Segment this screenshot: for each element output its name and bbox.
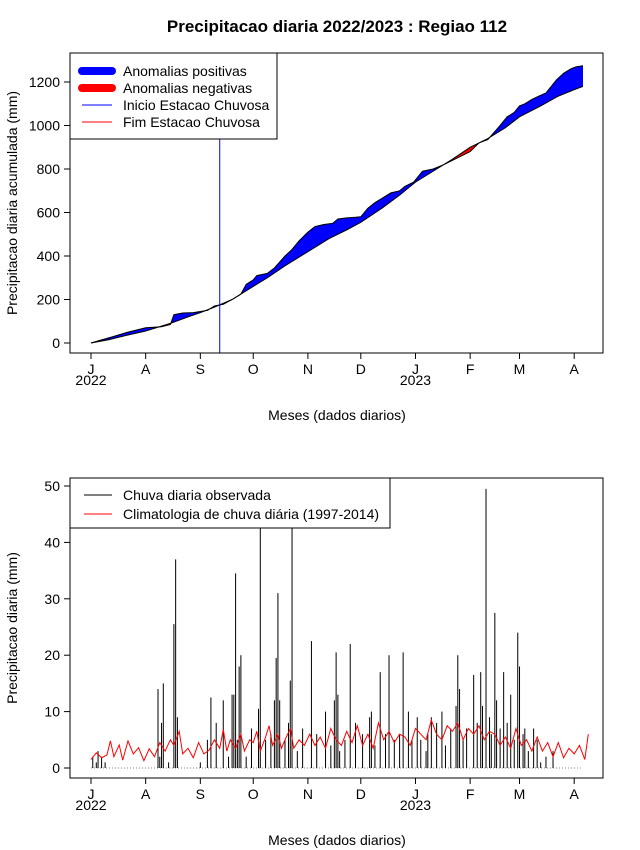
legend-label-season-end: Fim Estacao Chuvosa [123, 114, 260, 130]
top-x-tick-label: O [248, 361, 259, 377]
top-y-tick-label: 600 [37, 205, 61, 221]
top-chart: Precipitacao diaria 2022/2023 : Regiao 1… [4, 17, 604, 423]
climatology-daily-line [90, 718, 589, 762]
top-year-label: 2022 [75, 372, 106, 388]
top-legend: Anomalias positivas Anomalias negativas … [69, 52, 278, 140]
top-y-tick-label: 800 [37, 161, 61, 177]
bottom-legend: Chuva diaria observada Climatologia de c… [69, 477, 391, 529]
top-y-tick-label: 1200 [29, 74, 60, 90]
bottom-y-tick-label: 0 [52, 760, 60, 776]
bottom-x-tick-label: N [303, 786, 313, 802]
bottom-year-label: 2023 [400, 797, 431, 813]
top-plot-frame [69, 52, 604, 354]
top-x-tick-label: M [514, 361, 526, 377]
bottom-y-tick-label: 40 [44, 534, 60, 550]
bottom-axes: 0 10 20 30 40 50 J A S O N D J F M A 2022 2023 [44, 478, 579, 813]
bottom-x-tick-label: J [412, 786, 419, 802]
legend-label-negative: Anomalias negativas [123, 80, 252, 96]
top-x-tick-label: F [466, 361, 475, 377]
bottom-y-tick-label: 30 [44, 591, 60, 607]
bottom-year-label: 2022 [75, 797, 106, 813]
top-y-tick-label: 0 [52, 335, 60, 351]
top-x-tick-label: A [570, 361, 580, 377]
bottom-y-tick-label: 50 [44, 478, 60, 494]
top-year-label: 2023 [400, 372, 431, 388]
top-y-tick-label: 200 [37, 292, 61, 308]
bottom-x-tick-label: F [466, 786, 475, 802]
bottom-y-tick-label: 20 [44, 647, 60, 663]
bottom-x-tick-label: O [248, 786, 259, 802]
climatology-line-group [90, 718, 589, 762]
bottom-legend-box [69, 477, 391, 529]
top-x-tick-label: S [196, 361, 205, 377]
legend-label-season-start: Inicio Estacao Chuvosa [123, 97, 270, 113]
bottom-x-tick-label: S [196, 786, 205, 802]
top-x-tick-label: D [356, 361, 366, 377]
top-x-axis-label: Meses (dados diarios) [268, 407, 406, 423]
legend-label-observed: Chuva diaria observada [123, 487, 271, 503]
bottom-x-axis-label: Meses (dados diarios) [268, 832, 406, 848]
chart-title: Precipitacao diaria 2022/2023 : Regiao 1… [167, 17, 507, 36]
top-y-axis-label: Precipitacao diaria acumulada (mm) [4, 91, 20, 315]
positive-anomaly-area [91, 326, 159, 343]
legend-label-climatology: Climatologia de chuva diária (1997-2014) [123, 506, 379, 522]
legend-label-positive: Anomalias positivas [123, 63, 247, 79]
top-x-tick-label: J [412, 361, 419, 377]
top-axes: 0 200 400 600 800 1000 1200 J A S O N D J F M A 2022 2023 [29, 74, 580, 388]
bottom-x-tick-label: J [88, 786, 95, 802]
top-x-tick-label: J [88, 361, 95, 377]
bottom-x-tick-label: D [356, 786, 366, 802]
top-y-tick-label: 400 [37, 248, 61, 264]
bottom-y-axis-label: Precipitacao diaria (mm) [4, 552, 20, 704]
climatology-cumulative-line [90, 85, 584, 344]
bottom-x-tick-label: A [141, 786, 151, 802]
top-y-tick-label: 1000 [29, 118, 60, 134]
positive-anomaly-area [489, 65, 583, 138]
daily-rain-bars [91, 488, 583, 769]
bottom-x-tick-label: M [514, 786, 526, 802]
top-x-tick-label: A [141, 361, 151, 377]
observed-cumulative-line [90, 65, 584, 344]
bottom-x-tick-label: A [570, 786, 580, 802]
top-x-tick-label: N [303, 361, 313, 377]
bottom-y-tick-label: 10 [44, 704, 60, 720]
bottom-chart: 0 10 20 30 40 50 J A S O N D J F M A 2022 2023 Meses (dad… [4, 477, 604, 848]
